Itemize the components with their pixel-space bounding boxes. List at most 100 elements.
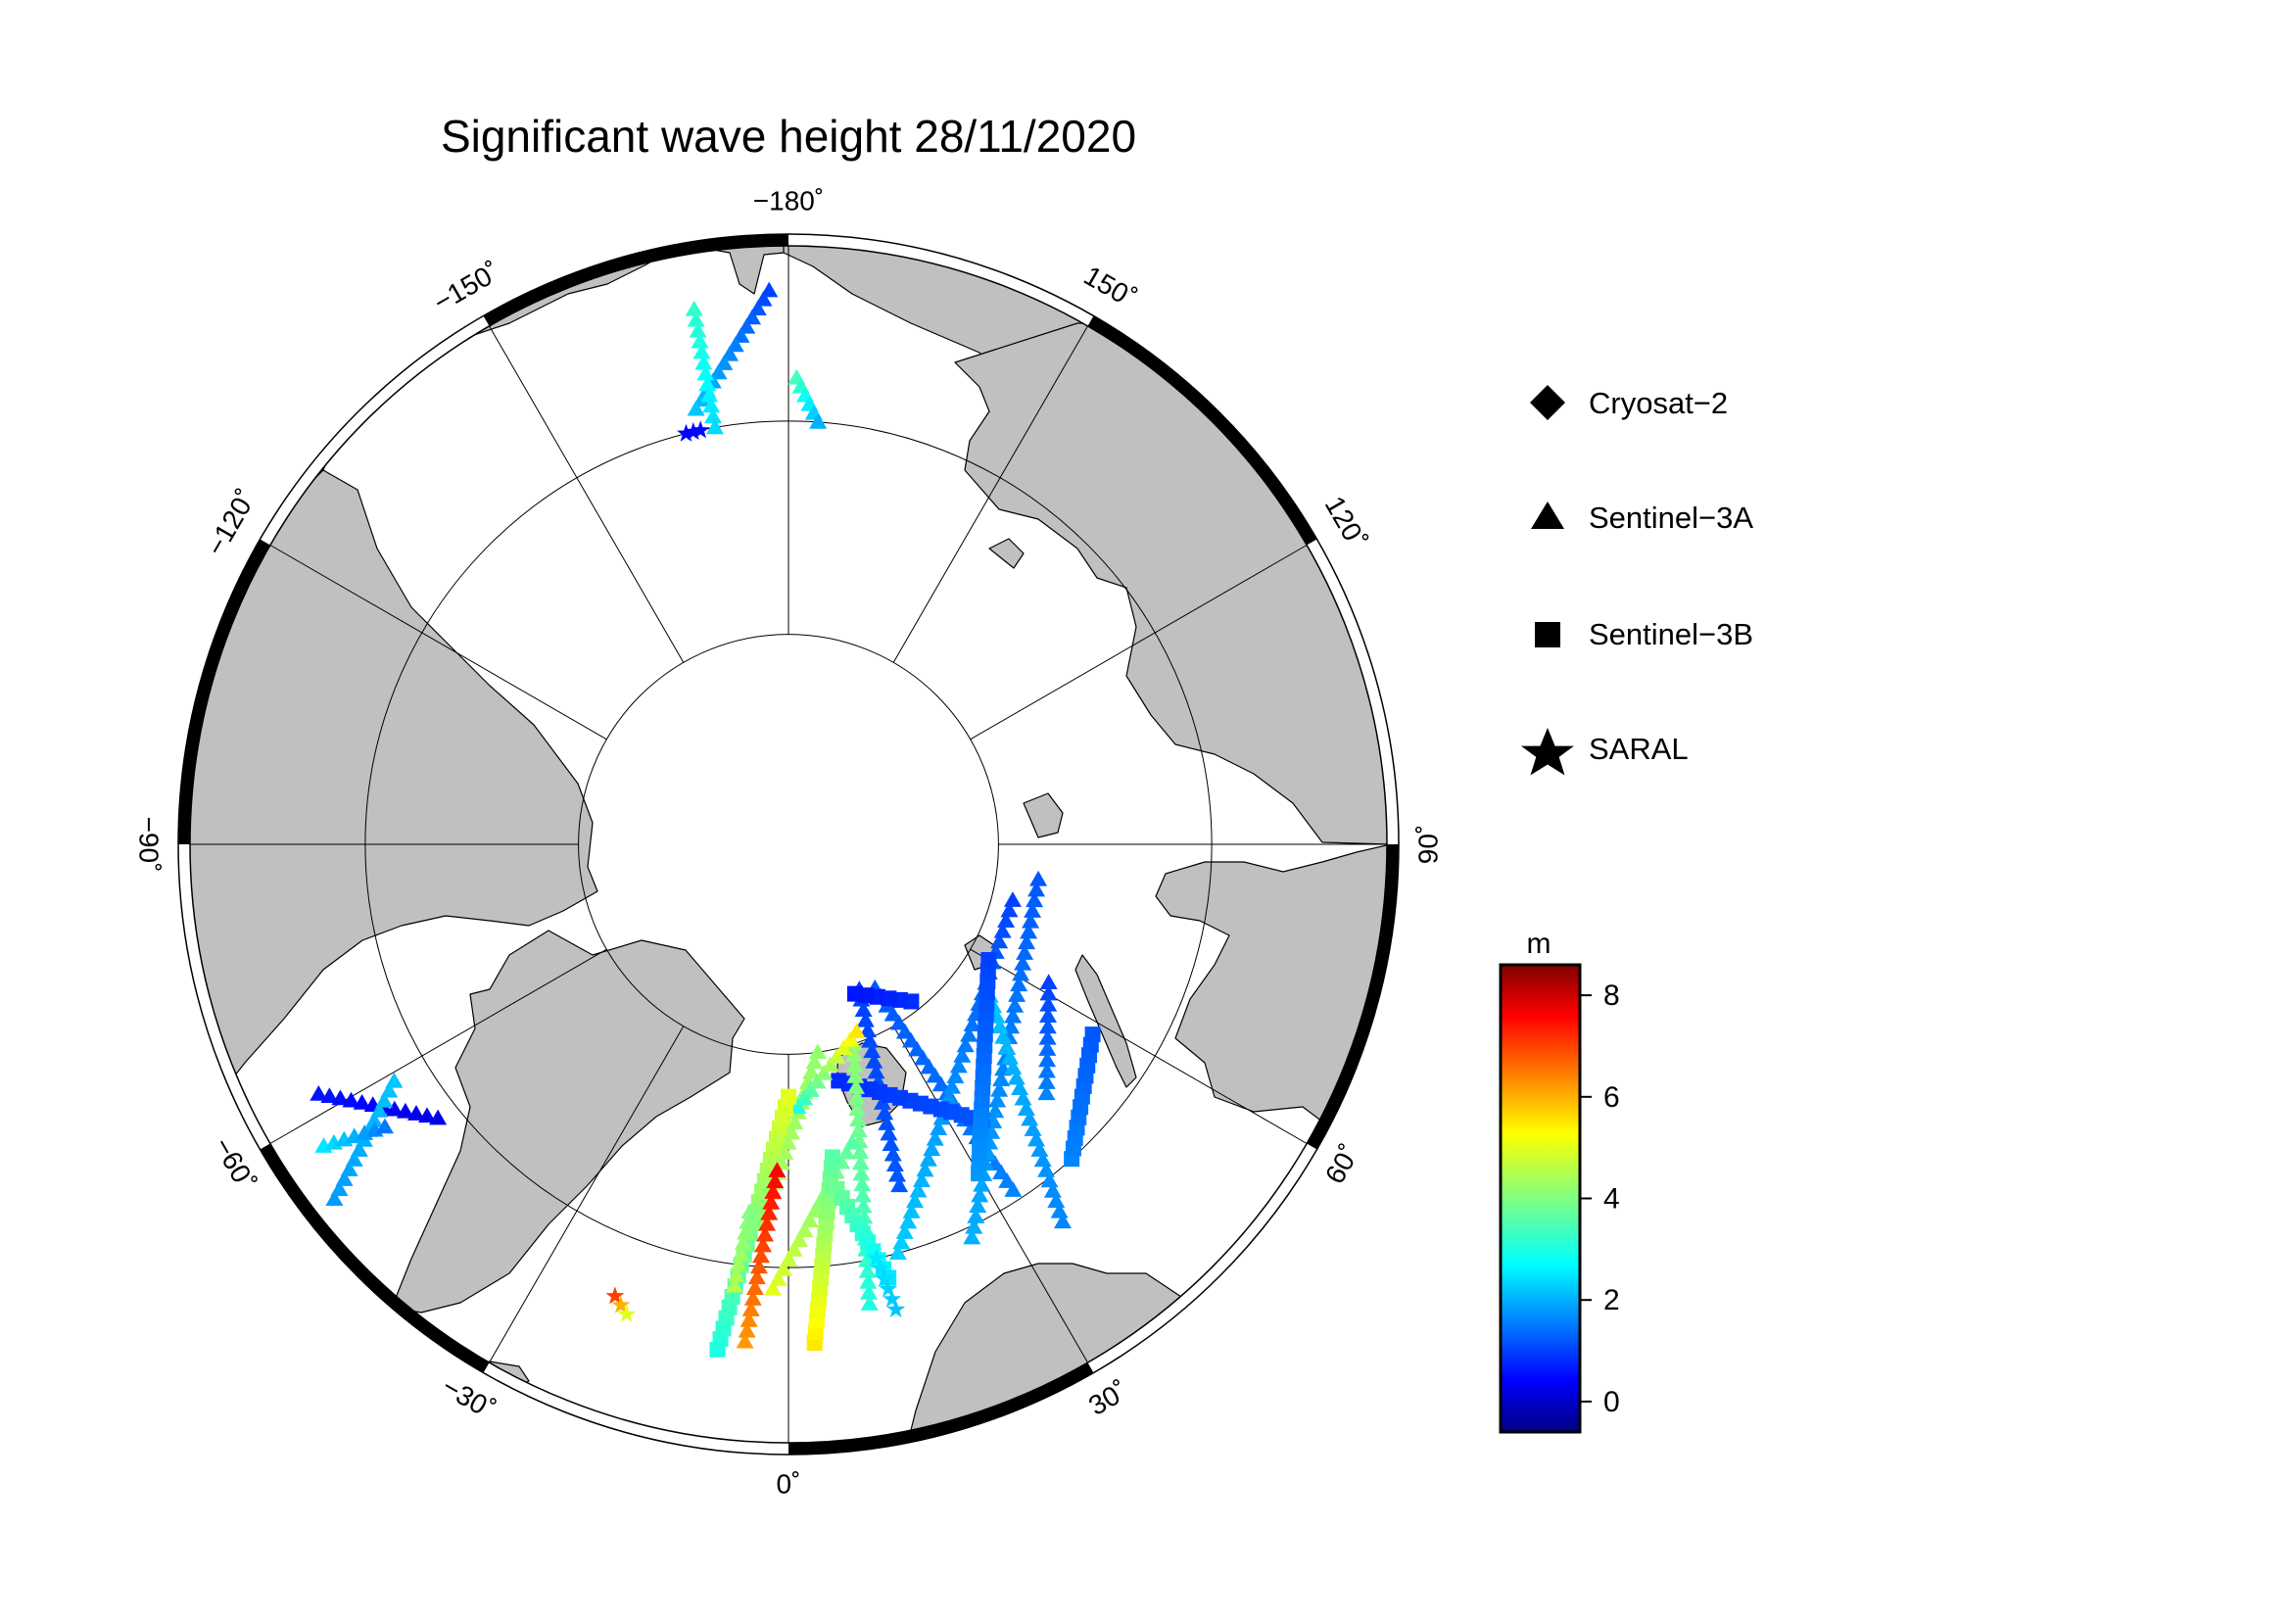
lon-30-label: 30˚ — [1083, 1375, 1133, 1421]
track-point — [1038, 1018, 1057, 1034]
track-point — [705, 418, 724, 435]
land-russia-europe — [1155, 843, 1387, 1176]
track-point — [956, 1036, 975, 1053]
track-point — [1029, 870, 1048, 886]
track-point — [853, 1175, 872, 1192]
track-point — [971, 1186, 989, 1203]
track-point — [331, 1089, 350, 1106]
frame-band-segment — [1087, 315, 1317, 546]
track-point — [902, 1202, 921, 1218]
meridian-line — [970, 545, 1308, 740]
lon-90-label: 90˚ — [1412, 825, 1443, 864]
chart-title: Significant wave height 28/11/2020 — [441, 111, 1136, 162]
track-sentinel-3b — [846, 985, 920, 1010]
track-point — [1012, 965, 1030, 981]
track-point — [687, 310, 705, 327]
track-point — [747, 1268, 766, 1285]
track-point — [1039, 984, 1058, 1001]
track-point — [926, 1067, 944, 1083]
track-point — [1084, 1027, 1101, 1043]
track-point — [965, 1218, 983, 1234]
track-point — [739, 1213, 757, 1229]
track-point — [931, 1075, 950, 1092]
legend-label: SARAL — [1589, 732, 1689, 766]
track-point — [396, 1102, 414, 1119]
track-point — [997, 1038, 1016, 1055]
track-point — [930, 1120, 948, 1135]
legend-item-saral: SARAL — [1520, 728, 1689, 776]
track-point — [888, 1244, 907, 1261]
track-point — [953, 1047, 972, 1063]
colorbar-tick-label: 0 — [1603, 1386, 1620, 1418]
track-point — [611, 1295, 631, 1314]
track-point — [385, 1072, 404, 1088]
track-point — [835, 1039, 853, 1056]
lon-0-label: 0˚ — [777, 1468, 801, 1499]
track-point — [1008, 986, 1026, 1002]
track-point — [895, 1223, 914, 1239]
track-point — [698, 375, 717, 392]
track-point — [727, 1266, 745, 1282]
track-point — [760, 1204, 779, 1220]
track-point — [751, 1247, 770, 1264]
track-point — [1000, 1048, 1019, 1065]
track-point — [1040, 1171, 1059, 1188]
track-point — [1039, 1007, 1058, 1023]
track-point — [902, 1031, 921, 1048]
legend-label: Cryosat−2 — [1589, 386, 1728, 420]
track-point — [1022, 912, 1040, 929]
legend-item-sentinel-3b: Sentinel−3B — [1535, 617, 1753, 651]
track-point — [1039, 974, 1058, 990]
frame-band-segment — [1307, 844, 1399, 1150]
track-point — [994, 1027, 1013, 1044]
track-point — [1027, 881, 1046, 897]
graticule — [190, 246, 1387, 1443]
track-point — [769, 1269, 788, 1286]
track-point — [325, 1190, 344, 1206]
track-sentinel-3a — [788, 1023, 866, 1114]
track-point — [740, 1203, 759, 1218]
track-point — [886, 1299, 906, 1318]
track-point — [605, 1286, 625, 1305]
track-sentinel-3a — [788, 368, 828, 429]
track-point — [330, 1180, 349, 1196]
meridian-line — [269, 545, 607, 740]
track-point — [856, 1011, 875, 1027]
track-point — [888, 1166, 907, 1182]
track-point — [802, 1063, 821, 1079]
track-point — [846, 1078, 865, 1094]
track-point — [1037, 1084, 1056, 1101]
track-point — [1053, 1213, 1072, 1229]
legend-label: Sentinel−3A — [1589, 501, 1753, 535]
lon-m180-label: −180˚ — [753, 185, 824, 215]
track-point — [828, 1047, 846, 1064]
colorbar-unit: m — [1527, 928, 1551, 960]
legend: Cryosat−2 Sentinel−3A Sentinel−3B SARAL — [1520, 385, 1753, 776]
track-point — [990, 1018, 1009, 1034]
lon-m120-label: −120˚ — [200, 484, 262, 560]
track-point — [1026, 891, 1044, 908]
track-point — [867, 1248, 886, 1266]
polar-map: −180˚ 150˚ 120˚ 90˚ 60˚ 30˚ 0˚ −30˚ −60˚ −90˚ −120… — [134, 185, 1444, 1499]
track-point — [335, 1170, 354, 1186]
track-point — [764, 1279, 783, 1296]
track-point — [736, 1332, 754, 1349]
track-point — [844, 1045, 863, 1062]
track-point — [1010, 976, 1028, 992]
track-point — [785, 1241, 803, 1257]
track-point — [1050, 1202, 1069, 1218]
track-point — [892, 1233, 911, 1250]
track-point — [1037, 1162, 1056, 1177]
track-point — [846, 1068, 865, 1083]
track-point — [1021, 1110, 1039, 1126]
track-point — [1030, 1141, 1049, 1157]
lon-120-label: 120˚ — [1319, 491, 1373, 553]
track-point — [768, 1162, 787, 1178]
track-point — [861, 1031, 880, 1048]
track-point — [1043, 1181, 1062, 1198]
track-point — [734, 1234, 752, 1251]
track-saral — [867, 1248, 906, 1318]
track-point — [725, 1276, 743, 1293]
track-point — [998, 1172, 1017, 1188]
